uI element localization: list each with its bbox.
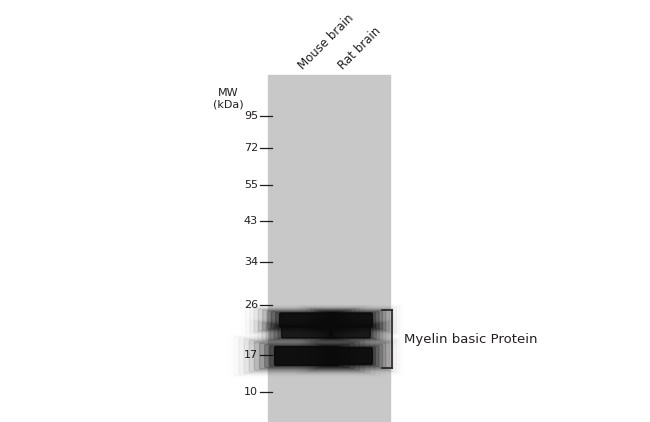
Text: 72: 72: [244, 143, 258, 153]
FancyBboxPatch shape: [254, 308, 360, 332]
Bar: [268, 75, 390, 422]
FancyBboxPatch shape: [320, 324, 380, 340]
FancyBboxPatch shape: [328, 313, 372, 327]
FancyBboxPatch shape: [324, 313, 376, 327]
FancyBboxPatch shape: [274, 346, 339, 365]
FancyBboxPatch shape: [258, 309, 356, 331]
FancyBboxPatch shape: [324, 325, 376, 339]
FancyBboxPatch shape: [254, 342, 359, 371]
Text: 26: 26: [244, 300, 258, 310]
Text: 95: 95: [244, 111, 258, 121]
FancyBboxPatch shape: [278, 326, 336, 338]
FancyBboxPatch shape: [327, 326, 373, 338]
FancyBboxPatch shape: [281, 326, 333, 338]
Text: 55: 55: [244, 180, 258, 190]
FancyBboxPatch shape: [311, 342, 389, 370]
FancyBboxPatch shape: [328, 314, 372, 327]
FancyBboxPatch shape: [330, 327, 370, 338]
FancyBboxPatch shape: [275, 347, 339, 365]
FancyBboxPatch shape: [270, 346, 344, 366]
FancyBboxPatch shape: [317, 344, 382, 368]
Text: Mouse brain: Mouse brain: [296, 11, 356, 72]
Text: 17: 17: [244, 350, 258, 360]
FancyBboxPatch shape: [263, 310, 352, 330]
Text: Myelin basic Protein: Myelin basic Protein: [404, 333, 538, 346]
FancyBboxPatch shape: [314, 323, 386, 341]
FancyBboxPatch shape: [270, 324, 344, 340]
FancyBboxPatch shape: [311, 309, 389, 331]
FancyBboxPatch shape: [321, 312, 379, 328]
FancyBboxPatch shape: [280, 313, 335, 327]
Text: Rat brain: Rat brain: [336, 24, 384, 72]
FancyBboxPatch shape: [259, 343, 354, 369]
Text: 34: 34: [244, 257, 258, 267]
FancyBboxPatch shape: [328, 348, 372, 364]
FancyBboxPatch shape: [276, 313, 339, 327]
FancyBboxPatch shape: [307, 308, 393, 332]
FancyBboxPatch shape: [317, 324, 383, 341]
FancyBboxPatch shape: [244, 339, 370, 373]
FancyBboxPatch shape: [314, 310, 386, 330]
FancyBboxPatch shape: [324, 347, 376, 365]
FancyBboxPatch shape: [328, 347, 372, 365]
Text: 43: 43: [244, 216, 258, 226]
FancyBboxPatch shape: [317, 311, 382, 329]
Text: MW
(kDa): MW (kDa): [213, 88, 243, 110]
Text: 10: 10: [244, 387, 258, 397]
FancyBboxPatch shape: [267, 311, 347, 329]
FancyBboxPatch shape: [307, 341, 393, 371]
FancyBboxPatch shape: [265, 344, 349, 368]
FancyBboxPatch shape: [314, 344, 386, 369]
FancyBboxPatch shape: [321, 346, 379, 366]
FancyBboxPatch shape: [330, 326, 370, 338]
FancyBboxPatch shape: [249, 340, 365, 372]
FancyBboxPatch shape: [280, 314, 334, 327]
FancyBboxPatch shape: [282, 327, 332, 338]
FancyBboxPatch shape: [262, 323, 352, 341]
FancyBboxPatch shape: [274, 325, 340, 339]
FancyBboxPatch shape: [271, 312, 343, 328]
FancyBboxPatch shape: [266, 324, 348, 341]
